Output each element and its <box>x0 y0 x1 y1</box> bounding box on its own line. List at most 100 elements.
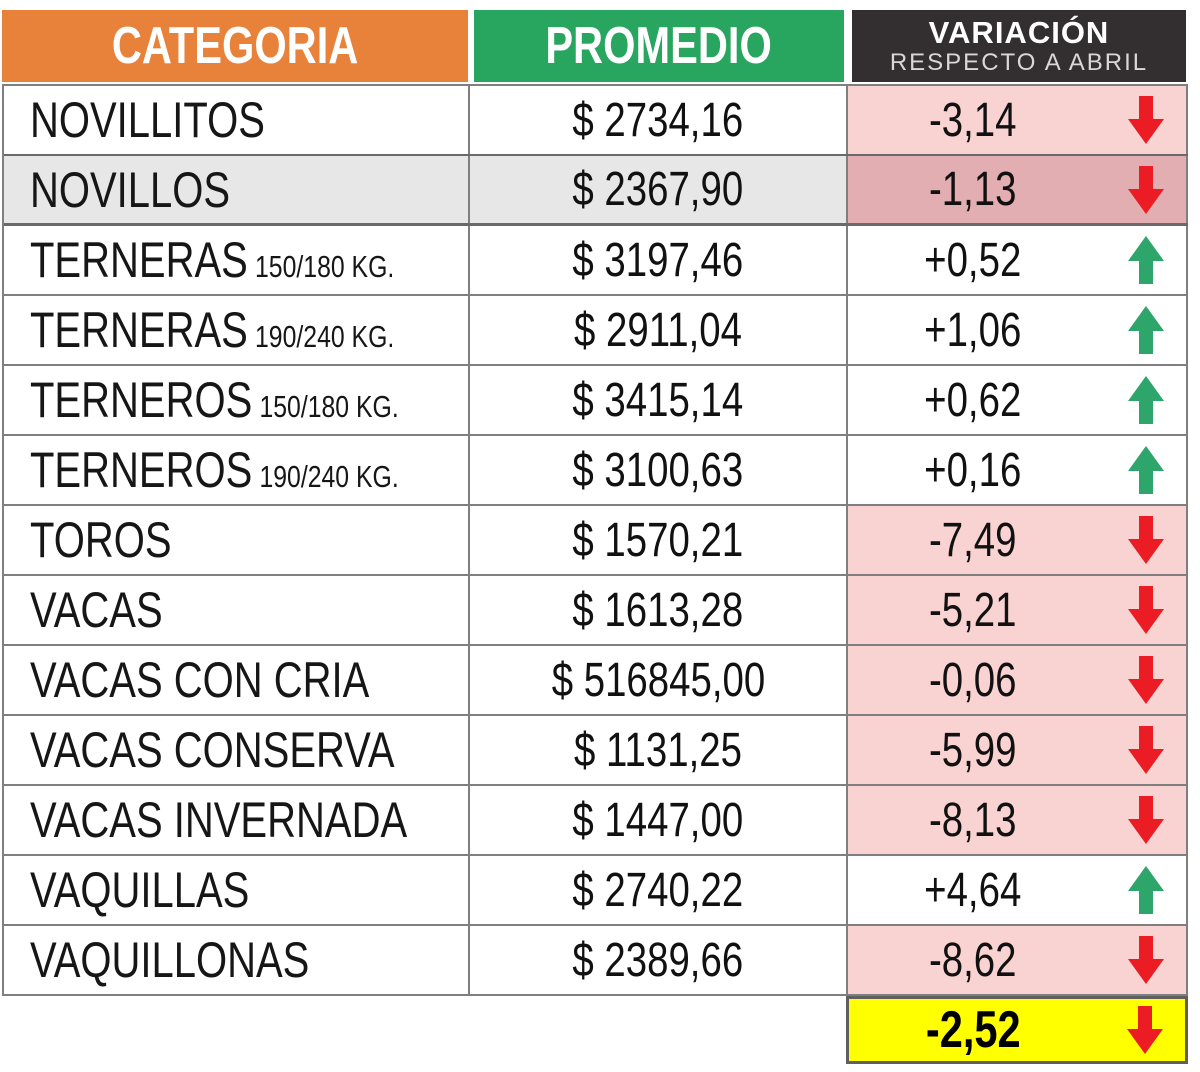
average-price-cell: $ 2911,04 <box>470 296 848 364</box>
down-arrow-icon <box>1127 1006 1163 1054</box>
variation-cell: -1,13 <box>848 156 1188 223</box>
down-arrow-icon <box>1128 936 1164 984</box>
table-row: TOROS $ 1570,21 -7,49 <box>4 506 1188 576</box>
category-cell: TERNEROS 190/240 KG. <box>4 436 470 504</box>
table-row: TERNEROS 190/240 KG. $ 3100,63 +0,16 <box>4 436 1188 506</box>
category-cell: TOROS <box>4 506 470 574</box>
average-price-cell: $ 3415,14 <box>470 366 848 434</box>
weight-range-label: 190/240 KG. <box>255 319 395 354</box>
average-price-cell: $ 2734,16 <box>470 86 848 154</box>
variation-value: +0,52 <box>924 233 1022 287</box>
table-row: VAQUILLAS $ 2740,22 +4,64 <box>4 856 1188 926</box>
average-price-cell: $ 1447,00 <box>470 786 848 854</box>
variation-cell: +0,16 <box>848 436 1188 504</box>
column-header-variacion: VARIACIÓN RESPECTO A ABRIL <box>852 10 1186 82</box>
variation-cell: -3,14 <box>848 86 1188 154</box>
variation-value: -1,13 <box>929 163 1017 216</box>
up-arrow-icon <box>1128 446 1164 494</box>
category-label: VAQUILLAS <box>30 862 250 918</box>
category-cell: VACAS INVERNADA <box>4 786 470 854</box>
average-price-cell: $ 3100,63 <box>470 436 848 504</box>
average-price-value: $ 1447,00 <box>572 793 744 847</box>
category-cell: TERNERAS 190/240 KG. <box>4 296 470 364</box>
average-price-cell: $ 1570,21 <box>470 506 848 574</box>
variation-cell: +1,06 <box>848 296 1188 364</box>
category-label: NOVILLITOS <box>30 92 265 148</box>
column-header-variacion-subtitle: RESPECTO A ABRIL <box>889 48 1149 76</box>
table-row: TERNERAS 150/180 KG. $ 3197,46 +0,52 <box>4 226 1188 296</box>
table-row: VACAS $ 1613,28 -5,21 <box>4 576 1188 646</box>
category-label: VACAS CON CRIA <box>30 652 370 708</box>
variation-value: +1,06 <box>924 303 1022 357</box>
down-arrow-icon <box>1128 165 1164 214</box>
category-label: TERNERAS 150/180 KG. <box>30 232 395 288</box>
up-arrow-icon <box>1128 306 1164 354</box>
total-variation-cell: -2,52 <box>846 996 1188 1064</box>
average-price-value: $ 3100,63 <box>572 443 744 497</box>
variation-value: -8,13 <box>929 793 1017 847</box>
variation-cell: +4,64 <box>848 856 1188 924</box>
total-variation-value: -2,52 <box>925 1001 1021 1059</box>
column-header-promedio: PROMEDIO <box>474 10 844 82</box>
variation-value: -5,99 <box>929 723 1017 777</box>
category-label: TERNEROS 150/180 KG. <box>30 372 399 428</box>
category-cell: NOVILLOS <box>4 156 470 223</box>
variation-cell: +0,52 <box>848 226 1188 294</box>
category-cell: VAQUILLONAS <box>4 926 470 994</box>
variation-value: -8,62 <box>929 933 1017 987</box>
column-header-variacion-title: VARIACIÓN <box>928 15 1110 51</box>
variation-cell: -5,21 <box>848 576 1188 644</box>
category-label: VAQUILLONAS <box>30 932 310 988</box>
table-row: VACAS CON CRIA $ 516845,00 -0,06 <box>4 646 1188 716</box>
weight-range-label: 150/180 KG. <box>259 389 399 424</box>
down-arrow-icon <box>1128 656 1164 704</box>
column-header-categoria-label: CATEGORIA <box>111 17 359 75</box>
category-label: NOVILLOS <box>30 161 231 218</box>
column-header-categoria: CATEGORIA <box>2 10 468 82</box>
category-label: TERNEROS 190/240 KG. <box>30 442 399 498</box>
category-label: VACAS <box>30 582 163 638</box>
table-row: NOVILLOS $ 2367,90 -1,13 <box>4 156 1188 226</box>
average-price-cell: $ 2367,90 <box>470 156 848 223</box>
average-price-cell: $ 2740,22 <box>470 856 848 924</box>
table-body: NOVILLITOS $ 2734,16 -3,14 NOVILLOS $ 2367,9… <box>2 84 1188 996</box>
down-arrow-icon <box>1128 96 1164 144</box>
average-price-value: $ 2389,66 <box>572 933 744 987</box>
table-row: VACAS INVERNADA $ 1447,00 -8,13 <box>4 786 1188 856</box>
average-price-value: $ 2734,16 <box>572 93 744 147</box>
average-price-cell: $ 516845,00 <box>470 646 848 714</box>
down-arrow-icon <box>1128 796 1164 844</box>
average-price-value: $ 516845,00 <box>551 653 765 707</box>
variation-cell: -8,62 <box>848 926 1188 994</box>
average-price-value: $ 2740,22 <box>572 863 744 917</box>
up-arrow-icon <box>1128 376 1164 424</box>
average-price-value: $ 3197,46 <box>572 233 744 287</box>
table-row: VAQUILLONAS $ 2389,66 -8,62 <box>4 926 1188 996</box>
variation-value: +4,64 <box>924 863 1022 917</box>
up-arrow-icon <box>1128 866 1164 914</box>
average-price-value: $ 2367,90 <box>572 163 744 216</box>
table-row: TERNERAS 190/240 KG. $ 2911,04 +1,06 <box>4 296 1188 366</box>
variation-value: -0,06 <box>929 653 1017 707</box>
down-arrow-icon <box>1128 726 1164 774</box>
category-label: TOROS <box>30 512 172 568</box>
down-arrow-icon <box>1128 516 1164 564</box>
category-cell: NOVILLITOS <box>4 86 470 154</box>
category-label: VACAS CONSERVA <box>30 722 395 778</box>
variation-cell: -0,06 <box>848 646 1188 714</box>
variation-value: +0,16 <box>924 443 1022 497</box>
table-row: VACAS CONSERVA $ 1131,25 -5,99 <box>4 716 1188 786</box>
average-price-cell: $ 1131,25 <box>470 716 848 784</box>
category-cell: VACAS CON CRIA <box>4 646 470 714</box>
average-price-value: $ 1131,25 <box>573 723 742 777</box>
variation-cell: -5,99 <box>848 716 1188 784</box>
average-price-cell: $ 2389,66 <box>470 926 848 994</box>
category-cell: VACAS <box>4 576 470 644</box>
variation-value: -5,21 <box>929 583 1017 637</box>
category-label: VACAS INVERNADA <box>30 792 408 848</box>
variation-value: -7,49 <box>929 513 1017 567</box>
table-row: NOVILLITOS $ 2734,16 -3,14 <box>4 86 1188 156</box>
table-row: TERNEROS 150/180 KG. $ 3415,14 +0,62 <box>4 366 1188 436</box>
average-price-value: $ 1570,21 <box>572 513 744 567</box>
